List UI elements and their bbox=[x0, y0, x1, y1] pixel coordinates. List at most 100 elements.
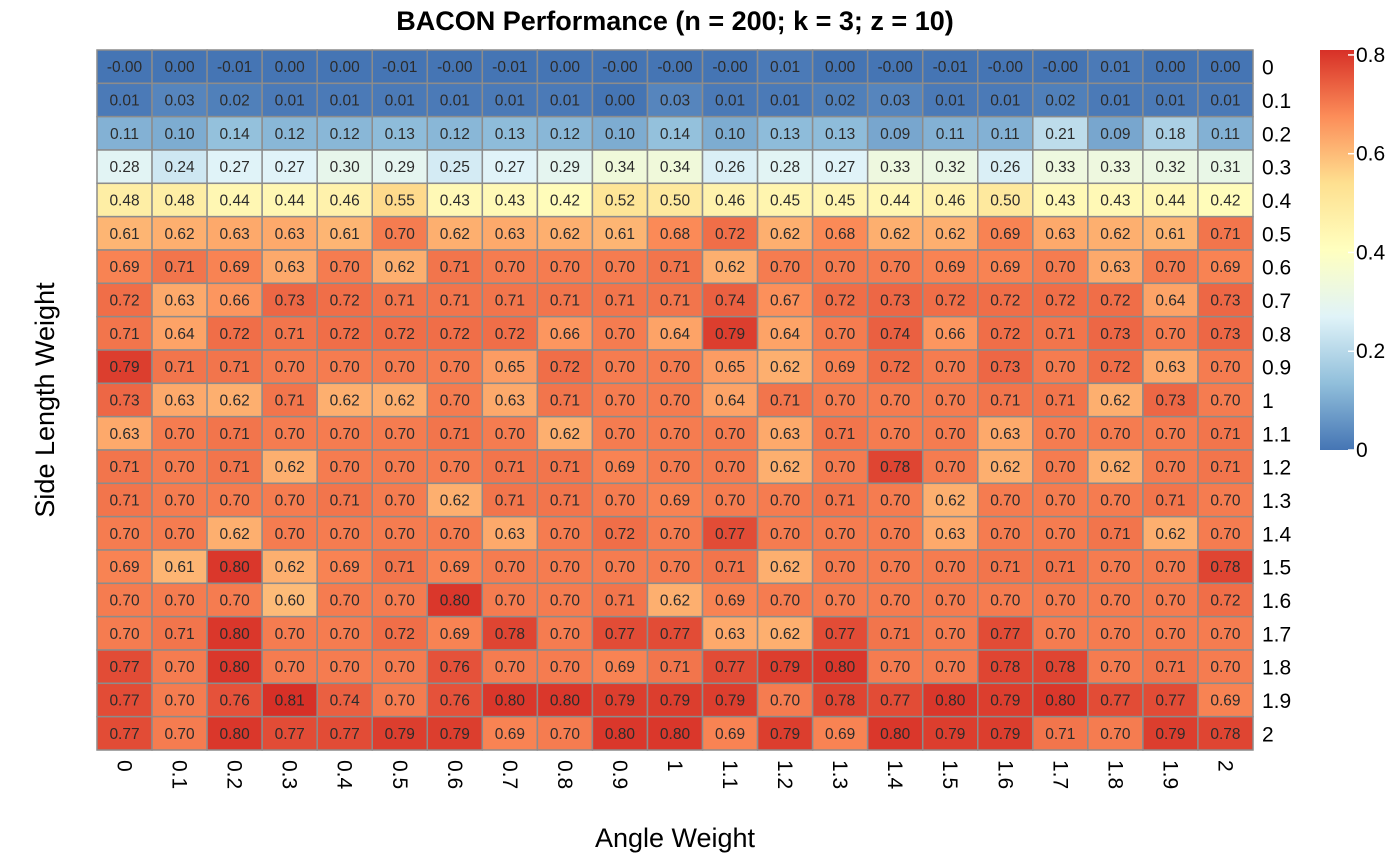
cell-value-label: 0.73 bbox=[275, 293, 305, 310]
heatmap-cell bbox=[811, 49, 869, 85]
cell-value-label: 0.70 bbox=[990, 593, 1021, 610]
heatmap-cell bbox=[1032, 415, 1089, 451]
heatmap-cell bbox=[536, 382, 594, 418]
heatmap-cell bbox=[1032, 582, 1089, 618]
cell-value-label: 0.71 bbox=[605, 293, 635, 310]
cell-value-label: 0.70 bbox=[385, 226, 416, 243]
heatmap-cell bbox=[591, 682, 649, 718]
heatmap-cell bbox=[811, 649, 869, 685]
heatmap-cell bbox=[151, 249, 208, 285]
cell-value-label: 0.70 bbox=[935, 459, 966, 476]
heatmap-cell bbox=[701, 482, 759, 518]
cell-value-label: 0.70 bbox=[1045, 593, 1076, 610]
heatmap-cell bbox=[1197, 82, 1254, 118]
heatmap-cell bbox=[96, 82, 153, 118]
x-tick-label: 1.7 bbox=[1048, 760, 1071, 789]
cell-value-label: 0.72 bbox=[109, 293, 139, 310]
heatmap-cell bbox=[591, 349, 649, 385]
heatmap-cell bbox=[1197, 215, 1254, 251]
heatmap-cell bbox=[371, 349, 429, 385]
cell-value-label: 0.31 bbox=[1210, 159, 1240, 176]
heatmap-cell bbox=[316, 249, 373, 285]
heatmap-cell bbox=[371, 49, 429, 85]
cell-value-label: 0.70 bbox=[495, 593, 526, 610]
cell-value-label: 0.70 bbox=[880, 559, 911, 576]
cell-value-label: 0.80 bbox=[1045, 693, 1076, 710]
cell-value-label: 0.70 bbox=[495, 659, 526, 676]
cell-value-label: 0.71 bbox=[825, 426, 855, 443]
heatmap-cell bbox=[1197, 515, 1254, 551]
heatmap-cell bbox=[591, 715, 649, 751]
cell-value-label: 0.01 bbox=[1210, 93, 1240, 110]
cell-value-label: 0.63 bbox=[495, 526, 525, 543]
cell-value-label: 0.01 bbox=[770, 59, 800, 76]
cell-value-label: 0.70 bbox=[164, 526, 195, 543]
cell-value-label: 0.70 bbox=[660, 526, 691, 543]
cell-value-label: 0.71 bbox=[1155, 659, 1185, 676]
cell-value-label: -0.01 bbox=[382, 59, 417, 76]
heatmap-cell bbox=[921, 682, 979, 718]
cell-value-label: -0.00 bbox=[602, 59, 638, 76]
heatmap-cell bbox=[1032, 349, 1089, 385]
heatmap-cell bbox=[1197, 349, 1254, 385]
heatmap-cell bbox=[1032, 515, 1089, 551]
heatmap-cell bbox=[811, 315, 869, 351]
heatmap-cell bbox=[151, 349, 208, 385]
y-tick-label: 1.3 bbox=[1262, 490, 1291, 513]
heatmap-cell bbox=[1197, 382, 1254, 418]
cell-value-label: 0.46 bbox=[330, 193, 360, 210]
cell-value-label: 0.43 bbox=[495, 193, 525, 210]
cell-value-label: 0.00 bbox=[1210, 59, 1241, 76]
heatmap-cell bbox=[1197, 615, 1254, 651]
heatmap-cell bbox=[1197, 449, 1254, 485]
cell-value-label: 0.12 bbox=[330, 126, 360, 143]
cell-value-label: 0.42 bbox=[1210, 193, 1240, 210]
heatmap-cell bbox=[646, 382, 704, 418]
cell-value-label: 0.45 bbox=[770, 193, 800, 210]
cell-value-label: 0.71 bbox=[1210, 459, 1240, 476]
y-tick-label: 0.9 bbox=[1262, 357, 1291, 380]
heatmap-cell bbox=[1142, 415, 1199, 451]
heatmap-cell bbox=[1197, 415, 1254, 451]
x-tick-label: 1.1 bbox=[718, 760, 741, 789]
cell-value-label: 0.70 bbox=[1045, 526, 1076, 543]
heatmap-cell bbox=[371, 382, 429, 418]
heatmap-cell bbox=[261, 682, 318, 718]
cell-value-label: 0.76 bbox=[220, 693, 250, 710]
cell-value-label: 0.44 bbox=[880, 193, 911, 210]
cell-value-label: 0.71 bbox=[1210, 226, 1240, 243]
heatmap-cell bbox=[1197, 549, 1254, 585]
y-tick-label: 0.4 bbox=[1262, 190, 1292, 213]
heatmap-cell bbox=[536, 115, 594, 151]
heatmap-cell bbox=[701, 715, 759, 751]
cell-value-label: 0.62 bbox=[770, 459, 800, 476]
cell-value-label: 0.79 bbox=[1155, 726, 1185, 743]
cell-value-label: 0.62 bbox=[715, 259, 745, 276]
y-tick-label: 1.5 bbox=[1262, 557, 1291, 580]
cell-value-label: 0.34 bbox=[605, 159, 636, 176]
cell-value-label: 0.79 bbox=[605, 693, 635, 710]
cell-value-label: 0.63 bbox=[1100, 259, 1130, 276]
cell-value-label: 0.70 bbox=[935, 626, 966, 643]
cell-value-label: 0.78 bbox=[990, 659, 1020, 676]
cell-value-label: 0.74 bbox=[715, 293, 746, 310]
heatmap-cell bbox=[96, 549, 153, 585]
heatmap-cell bbox=[701, 49, 759, 85]
heatmap-cell bbox=[646, 715, 704, 751]
cell-value-label: 0.62 bbox=[330, 393, 360, 410]
heatmap-cell bbox=[1142, 515, 1199, 551]
heatmap-cell bbox=[481, 715, 539, 751]
cell-value-label: 0.52 bbox=[605, 193, 635, 210]
heatmap-cell bbox=[811, 515, 869, 551]
cell-value-label: 0.00 bbox=[550, 59, 581, 76]
cell-value-label: 0.70 bbox=[550, 593, 581, 610]
cell-value-label: 0.00 bbox=[605, 93, 636, 110]
y-tick-label: 1.7 bbox=[1262, 623, 1291, 646]
cell-value-label: 0.70 bbox=[1045, 426, 1076, 443]
cell-value-label: 0.70 bbox=[935, 426, 966, 443]
heatmap-cell bbox=[371, 415, 429, 451]
cell-value-label: 0.70 bbox=[550, 659, 581, 676]
cell-value-label: 0.69 bbox=[1210, 693, 1240, 710]
heatmap-cell bbox=[977, 115, 1034, 151]
cell-value-label: 0.70 bbox=[715, 493, 746, 510]
